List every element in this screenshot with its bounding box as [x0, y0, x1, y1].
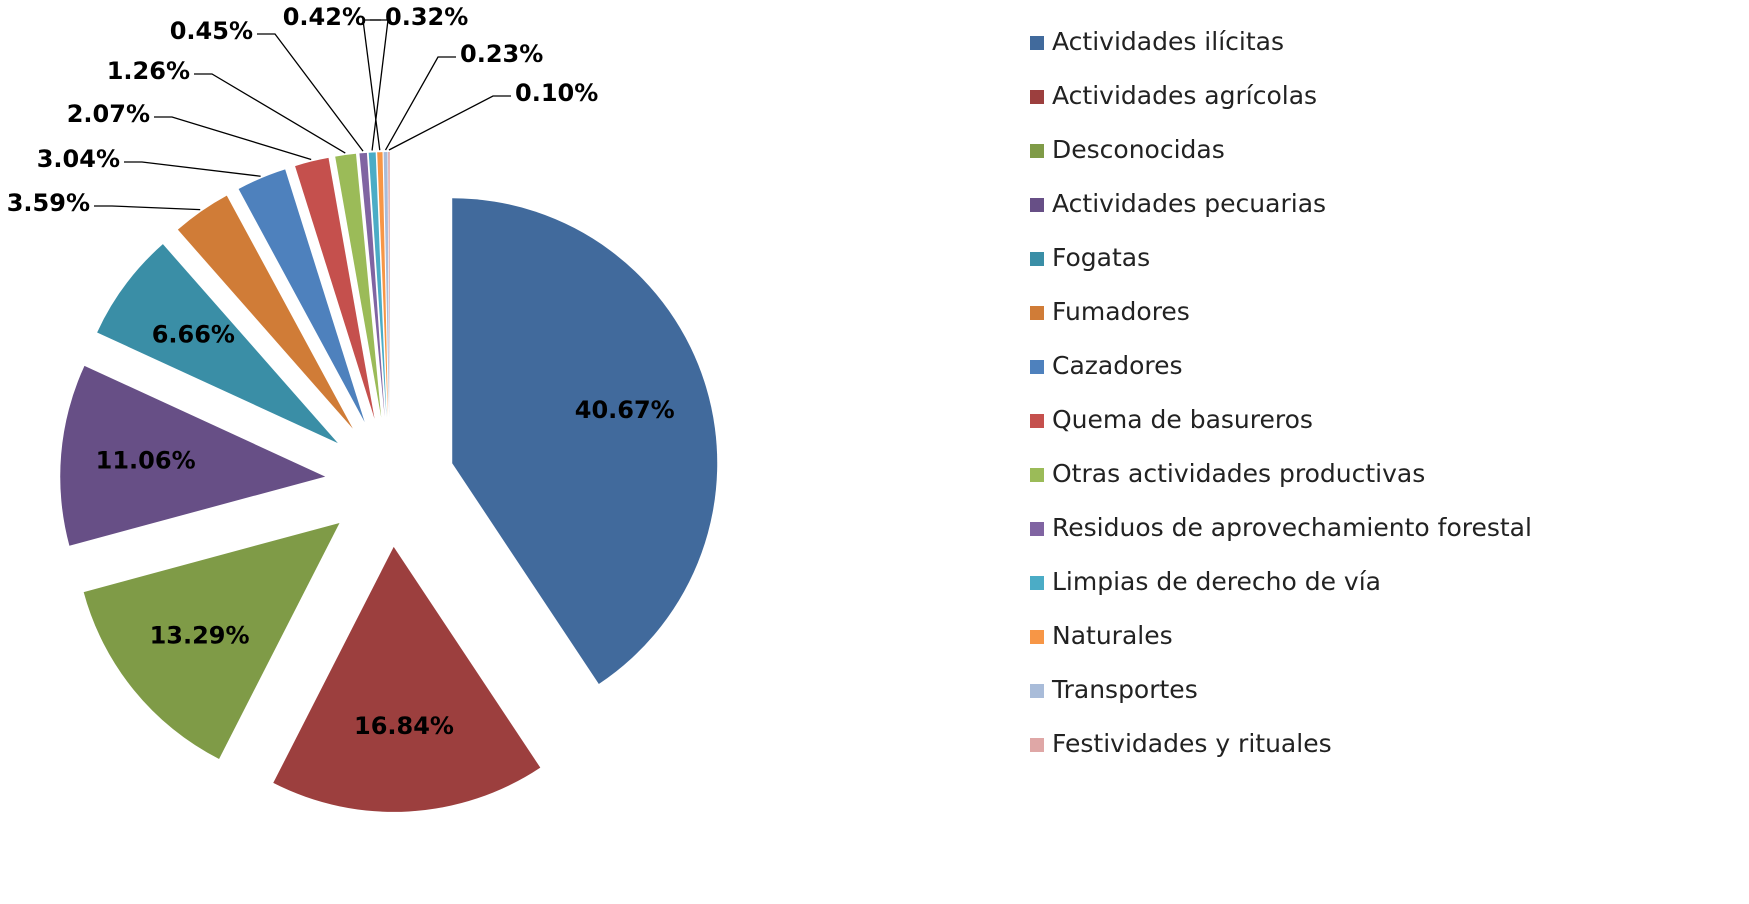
- legend-label: Actividades ilícitas: [1052, 27, 1284, 56]
- pie-slice: [388, 152, 390, 418]
- data-label: 6.66%: [152, 321, 235, 349]
- data-label: 0.42%: [283, 3, 366, 31]
- pie-slice: [177, 195, 353, 429]
- legend-swatch: [1030, 90, 1044, 104]
- data-label: 1.26%: [107, 57, 190, 85]
- legend-label: Transportes: [1051, 675, 1198, 704]
- legend-label: Fumadores: [1052, 297, 1190, 326]
- pie-slice: [60, 365, 326, 546]
- legend-swatch: [1030, 414, 1044, 428]
- legend-label: Desconocidas: [1052, 135, 1225, 164]
- pie-slice: [273, 546, 541, 812]
- legend-swatch: [1030, 630, 1044, 644]
- legend-label: Festividades y rituales: [1052, 729, 1332, 758]
- legend-swatch: [1030, 576, 1044, 590]
- data-label: 0.23%: [460, 40, 543, 68]
- data-label: 13.29%: [150, 621, 250, 649]
- legend-swatch: [1030, 738, 1044, 752]
- legend-label: Naturales: [1052, 621, 1173, 650]
- data-label: 3.04%: [37, 145, 120, 173]
- data-label: 0.32%: [385, 3, 468, 31]
- legend-label: Fogatas: [1052, 243, 1150, 272]
- legend-swatch: [1030, 252, 1044, 266]
- leader-line: [257, 33, 364, 152]
- legend-swatch: [1030, 306, 1044, 320]
- legend-swatch: [1030, 522, 1044, 536]
- pie-slice: [238, 169, 365, 423]
- data-label: 2.07%: [67, 100, 150, 128]
- data-label: 3.59%: [7, 189, 90, 217]
- pie-slice: [359, 152, 385, 418]
- leader-line: [362, 19, 381, 151]
- leader-line: [370, 19, 389, 151]
- pie-slice: [335, 153, 382, 418]
- legend-label: Otras actividades productivas: [1052, 459, 1425, 488]
- leader-line: [154, 116, 312, 161]
- legend-label: Limpias de derecho de vía: [1052, 567, 1381, 596]
- leader-line: [194, 73, 346, 154]
- legend-swatch: [1030, 198, 1044, 212]
- leader-line: [124, 161, 261, 177]
- pie-slice: [295, 157, 375, 419]
- pie-slice: [377, 152, 388, 418]
- pie-slice: [452, 198, 718, 684]
- data-label: 16.84%: [354, 712, 454, 740]
- leader-line: [384, 56, 456, 151]
- legend-label: Actividades pecuarias: [1052, 189, 1326, 218]
- leader-line: [388, 95, 511, 151]
- legend-label: Cazadores: [1052, 351, 1183, 380]
- data-label: 0.45%: [170, 17, 253, 45]
- data-label: 11.06%: [96, 447, 196, 475]
- legend-label: Quema de basureros: [1052, 405, 1313, 434]
- legend-swatch: [1030, 144, 1044, 158]
- legend-swatch: [1030, 468, 1044, 482]
- pie-slice: [83, 522, 340, 759]
- legend-label: Residuos de aprovechamiento forestal: [1052, 513, 1532, 542]
- legend-swatch: [1030, 360, 1044, 374]
- pie-slice: [97, 244, 338, 444]
- leader-line: [94, 205, 201, 211]
- pie-slice: [368, 152, 387, 418]
- legend-swatch: [1030, 36, 1044, 50]
- data-label: 40.67%: [575, 396, 675, 424]
- legend-label: Actividades agrícolas: [1052, 81, 1317, 110]
- pie-slice: [383, 152, 390, 418]
- data-label: 0.10%: [515, 79, 598, 107]
- legend-swatch: [1030, 684, 1044, 698]
